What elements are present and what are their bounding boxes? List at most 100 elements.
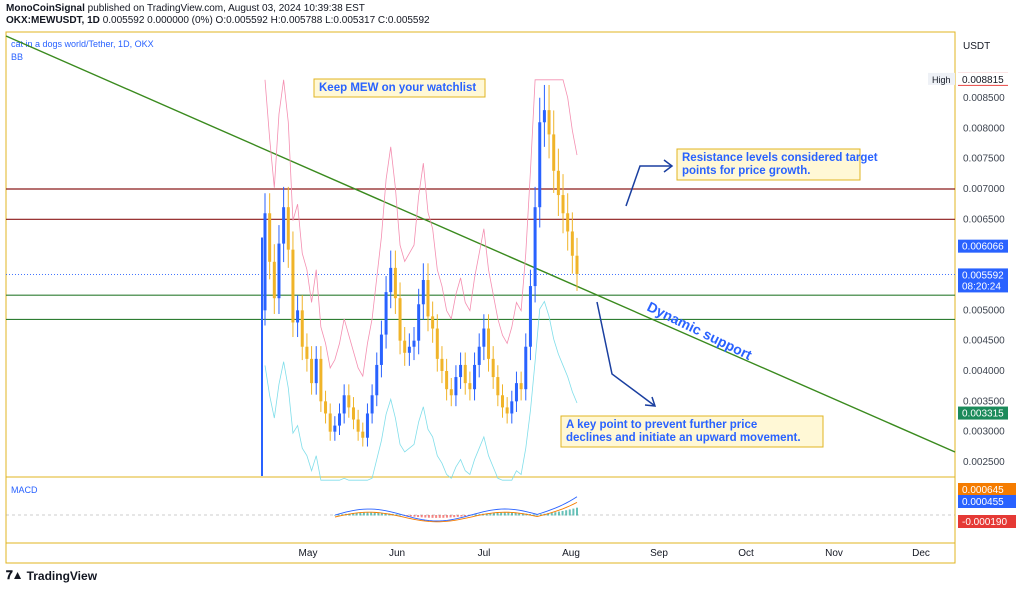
macd-histogram-bar xyxy=(427,515,430,518)
candle-body xyxy=(328,413,332,432)
macd-histogram-bar xyxy=(500,512,503,516)
macd-histogram-bar xyxy=(568,509,571,516)
macd-histogram-bar xyxy=(395,514,398,516)
macd-histogram-bar xyxy=(442,515,445,518)
brand-label: TradingView xyxy=(26,568,98,583)
macd-histogram-bar xyxy=(572,508,575,516)
publish-header: MonoCoinSignal published on TradingView.… xyxy=(6,3,365,14)
candle-body xyxy=(282,207,286,244)
macd-histogram-bar xyxy=(359,512,362,516)
candle-body xyxy=(417,304,421,341)
author-name[interactable]: MonoCoinSignal xyxy=(6,3,85,14)
candle-body xyxy=(533,207,537,287)
candle-body xyxy=(505,407,509,414)
macd-histogram-bar xyxy=(380,513,383,516)
indicator-label: BB xyxy=(11,52,23,62)
candle-body xyxy=(426,280,430,317)
candle-body xyxy=(519,383,523,390)
price-label: 0.005592 xyxy=(962,270,1004,281)
keypoint-annotation-text: declines and initiate an upward movement… xyxy=(566,432,801,444)
macd-label-box xyxy=(958,483,1016,496)
candle-body xyxy=(347,395,351,408)
candle-body xyxy=(463,364,467,384)
candle-body xyxy=(431,316,435,329)
macd-histogram-bar xyxy=(536,514,539,516)
high-tag xyxy=(928,72,955,85)
macd-histogram-bar xyxy=(399,514,402,516)
macd-value-label: 0.000455 xyxy=(962,497,1004,508)
countdown-label: 08:20:24 xyxy=(962,281,1001,292)
macd-histogram-bar xyxy=(355,512,358,516)
macd-histogram-bar xyxy=(503,512,506,516)
candle-body xyxy=(538,122,542,208)
tradingview-logo[interactable]: 𝟕▲ TradingView xyxy=(6,568,97,583)
macd-histogram-bar xyxy=(435,515,438,518)
candle-body xyxy=(291,249,295,323)
candle-body xyxy=(556,170,560,196)
candle-body xyxy=(566,213,570,232)
macd-histogram-bar xyxy=(565,510,568,516)
candle-body xyxy=(561,195,565,214)
macd-histogram-bar xyxy=(413,515,416,517)
candle-body xyxy=(500,395,504,408)
bollinger-upper xyxy=(264,79,578,378)
candle-body xyxy=(473,364,477,390)
macd-histogram-bar xyxy=(532,514,535,516)
candle-body xyxy=(542,110,546,123)
tv-logo-icon: 𝟕▲ xyxy=(6,568,24,582)
candle-body xyxy=(389,267,393,293)
candle-body xyxy=(496,377,500,396)
watchlist-annotation-text: Keep MEW on your watchlist xyxy=(319,82,476,94)
macd-label-box xyxy=(958,495,1016,508)
macd-histogram-bar xyxy=(547,513,550,516)
candle-body xyxy=(570,231,574,256)
candle-body xyxy=(342,395,346,414)
candle-body xyxy=(524,346,528,390)
price-label: 0.006066 xyxy=(962,242,1004,253)
candle-body xyxy=(277,243,281,299)
candle-body xyxy=(314,358,318,384)
macd-histogram-bar xyxy=(337,514,340,516)
price-label-box xyxy=(958,268,1008,293)
month-label: Aug xyxy=(562,548,580,559)
candle-body xyxy=(365,413,369,438)
candle-body xyxy=(510,401,514,414)
macd-histogram-bar xyxy=(453,515,456,518)
macd-histogram-bar xyxy=(518,513,521,516)
macd-histogram-bar xyxy=(496,512,499,516)
resistance-annotation-text: Resistance levels considered target xyxy=(682,152,878,164)
candle-body xyxy=(435,328,439,359)
price-tick-label: 0.008500 xyxy=(963,93,1005,104)
macd-value-label: 0.000645 xyxy=(962,485,1004,496)
macd-histogram-bar xyxy=(438,515,441,518)
macd-histogram-bar xyxy=(352,513,355,516)
macd-histogram-bar xyxy=(474,514,477,516)
macd-histogram-bar xyxy=(445,515,448,518)
price-tick-label: 0.005000 xyxy=(963,305,1005,316)
candle-body xyxy=(375,364,379,396)
price-tick-label: 0.002500 xyxy=(963,457,1005,468)
candle-body xyxy=(459,364,463,378)
candle-body xyxy=(412,340,416,347)
macd-histogram-bar xyxy=(561,510,564,516)
macd-histogram-bar xyxy=(449,515,452,518)
candle-body xyxy=(491,358,495,378)
candle-body xyxy=(487,328,491,359)
high-tag-label: High xyxy=(932,75,951,85)
candle-body xyxy=(370,395,374,414)
month-label: Oct xyxy=(738,548,754,559)
candle-body xyxy=(482,328,486,347)
candle-body xyxy=(286,207,290,250)
candle-body xyxy=(272,261,276,299)
macd-histogram-bar xyxy=(471,514,474,516)
publish-info: published on TradingView.com, August 03,… xyxy=(87,3,365,14)
resistance-annotation-text: points for price growth. xyxy=(682,165,810,177)
month-label: Dec xyxy=(912,548,930,559)
candle-body xyxy=(324,401,328,414)
price-label-box xyxy=(958,239,1008,253)
macd-histogram-bar xyxy=(362,512,365,516)
price-tick-label: 0.007500 xyxy=(963,154,1005,165)
dynamic-support-label: Dynamic support xyxy=(645,298,755,363)
candle-body xyxy=(319,358,323,402)
